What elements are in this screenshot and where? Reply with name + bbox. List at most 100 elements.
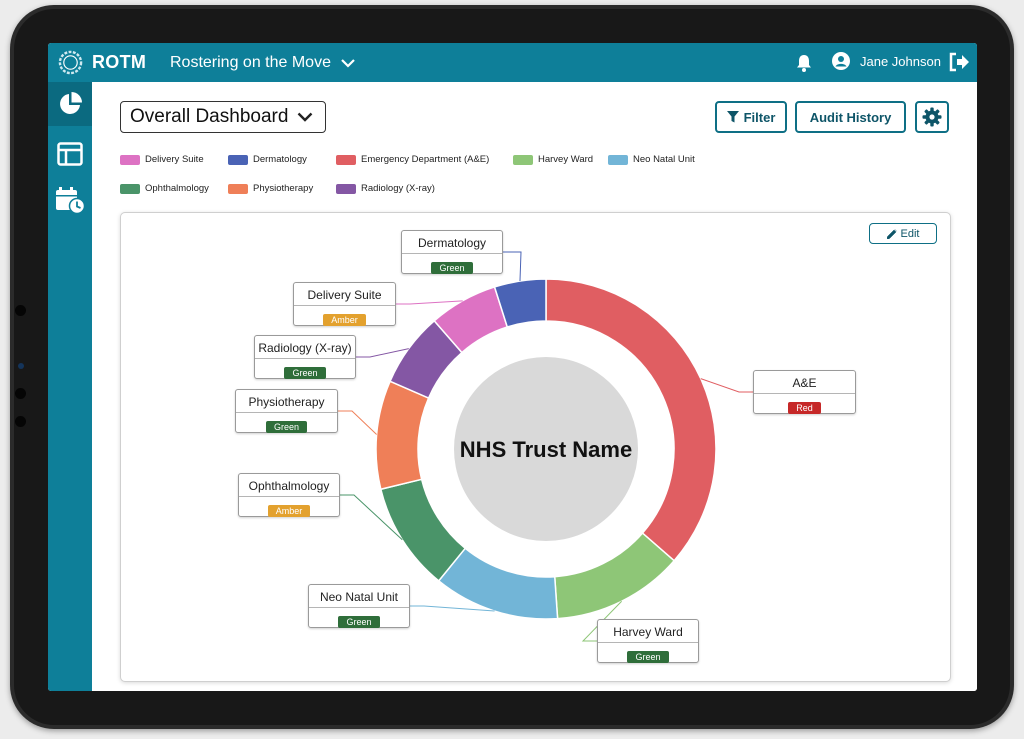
- slice-name: Delivery Suite: [307, 288, 382, 302]
- slice-label-box[interactable]: Radiology (X-ray) Green: [254, 335, 356, 379]
- leader-line: [581, 600, 622, 642]
- sidebar: [48, 82, 92, 691]
- settings-button[interactable]: [915, 101, 949, 133]
- legend-label: Neo Natal Unit: [633, 154, 695, 165]
- divider: [236, 412, 337, 413]
- divider: [754, 393, 855, 394]
- legend-swatch: [228, 183, 248, 194]
- chevron-down-icon: [297, 112, 313, 122]
- rotm-logo-icon: [58, 50, 83, 75]
- donut-center-label: NHS Trust Name: [460, 437, 632, 462]
- legend-label: Physiotherapy: [253, 183, 314, 194]
- status-badge: Green: [627, 651, 669, 663]
- legend-swatch: [608, 154, 628, 165]
- leader-line: [410, 605, 495, 612]
- leader-line: [356, 348, 409, 358]
- app-switcher[interactable]: Rostering on the Move: [170, 54, 355, 72]
- legend-item: Ophthalmology: [120, 183, 209, 194]
- donut-chart: NHS Trust Name: [338, 251, 753, 642]
- legend-swatch: [120, 183, 140, 194]
- slice-label-box[interactable]: Harvey Ward Green: [597, 619, 699, 663]
- chart-card: Edit NHS Trust Name A&E Red Harvey Ward Gre…: [120, 212, 951, 682]
- legend-label: Radiology (X-ray): [361, 183, 435, 194]
- leader-line: [338, 410, 377, 435]
- dashboard-select[interactable]: Overall Dashboard: [120, 101, 326, 133]
- legend-swatch: [228, 154, 248, 165]
- sidebar-item-dashboard[interactable]: [48, 82, 92, 126]
- divider: [402, 253, 502, 254]
- legend-item: Neo Natal Unit: [608, 154, 695, 165]
- user-avatar-icon: [832, 52, 850, 70]
- legend-label: Ophthalmology: [145, 183, 209, 194]
- slice-name: A&E: [792, 376, 817, 390]
- device-button: [15, 388, 26, 399]
- donut-slice[interactable]: [493, 278, 547, 328]
- legend-item: Radiology (X-ray): [336, 183, 435, 194]
- slice-label-box[interactable]: Delivery Suite Amber: [293, 282, 396, 326]
- slice-name: Dermatology: [417, 236, 487, 250]
- slice-name: Physiotherapy: [248, 395, 325, 409]
- status-badge: Green: [431, 262, 473, 274]
- slice-label-box[interactable]: Ophthalmology Amber: [238, 473, 340, 517]
- legend-item: Physiotherapy: [228, 183, 313, 194]
- leader-line: [396, 300, 463, 305]
- gear-icon: [922, 107, 942, 127]
- divider: [309, 607, 409, 608]
- divider: [255, 358, 355, 359]
- divider: [294, 305, 395, 306]
- device-button: [15, 416, 26, 427]
- bell-icon[interactable]: [794, 53, 814, 73]
- slice-name: Harvey Ward: [613, 625, 683, 639]
- divider: [598, 642, 698, 643]
- audit-history-button[interactable]: Audit History: [795, 101, 906, 133]
- slice-label-box[interactable]: A&E Red: [753, 370, 856, 414]
- status-badge: Green: [338, 616, 380, 628]
- slice-label-box[interactable]: Dermatology Green: [401, 230, 503, 274]
- pie-chart-icon: [60, 92, 82, 114]
- logout-icon[interactable]: [948, 52, 970, 72]
- slice-label-box[interactable]: Physiotherapy Green: [235, 389, 338, 433]
- status-badge: Green: [284, 367, 326, 379]
- donut-center: [454, 357, 638, 541]
- legend-label: Harvey Ward: [538, 154, 594, 165]
- chevron-down-icon: [341, 58, 355, 68]
- leader-line: [340, 494, 403, 541]
- status-badge: Red: [788, 402, 821, 414]
- status-badge: Amber: [267, 505, 311, 517]
- app-name: Rostering on the Move: [170, 54, 331, 71]
- audit-history-label: Audit History: [809, 109, 892, 125]
- donut-slice[interactable]: [553, 532, 676, 620]
- leader-line: [700, 378, 753, 393]
- donut-slice[interactable]: [375, 380, 430, 491]
- device-button: [15, 305, 26, 316]
- legend-item: Dermatology: [228, 154, 307, 165]
- app-screen: ROTM Rostering on the Move Jane Johnson: [48, 43, 977, 691]
- legend-label: Emergency Department (A&E): [361, 154, 490, 165]
- edit-button[interactable]: Edit: [869, 223, 937, 244]
- pencil-icon: [886, 228, 897, 239]
- slice-name: Ophthalmology: [248, 479, 330, 493]
- calendar-clock-icon: [56, 187, 85, 214]
- divider: [239, 496, 339, 497]
- leader-line: [503, 251, 522, 282]
- brand-name: ROTM: [92, 52, 147, 72]
- sidebar-item-roster[interactable]: [48, 178, 92, 222]
- edit-label: Edit: [900, 227, 920, 240]
- legend-label: Delivery Suite: [145, 154, 204, 165]
- filter-icon: [726, 111, 739, 123]
- legend-swatch: [336, 154, 356, 165]
- legend-swatch: [513, 154, 533, 165]
- main-content: Overall Dashboard Filter Audit History: [92, 82, 977, 691]
- device-sensor: [18, 363, 24, 369]
- slice-label-box[interactable]: Neo Natal Unit Green: [308, 584, 410, 628]
- legend-item: Emergency Department (A&E): [336, 154, 489, 165]
- legend-item: Delivery Suite: [120, 154, 204, 165]
- slice-name: Neo Natal Unit: [319, 590, 399, 604]
- filter-button[interactable]: Filter: [715, 101, 787, 133]
- layout-icon: [57, 142, 83, 166]
- user-menu[interactable]: Jane Johnson: [832, 52, 941, 70]
- sidebar-item-layout[interactable]: [48, 132, 92, 176]
- status-badge: Amber: [323, 314, 366, 326]
- legend-item: Harvey Ward: [513, 154, 593, 165]
- legend-swatch: [336, 183, 356, 194]
